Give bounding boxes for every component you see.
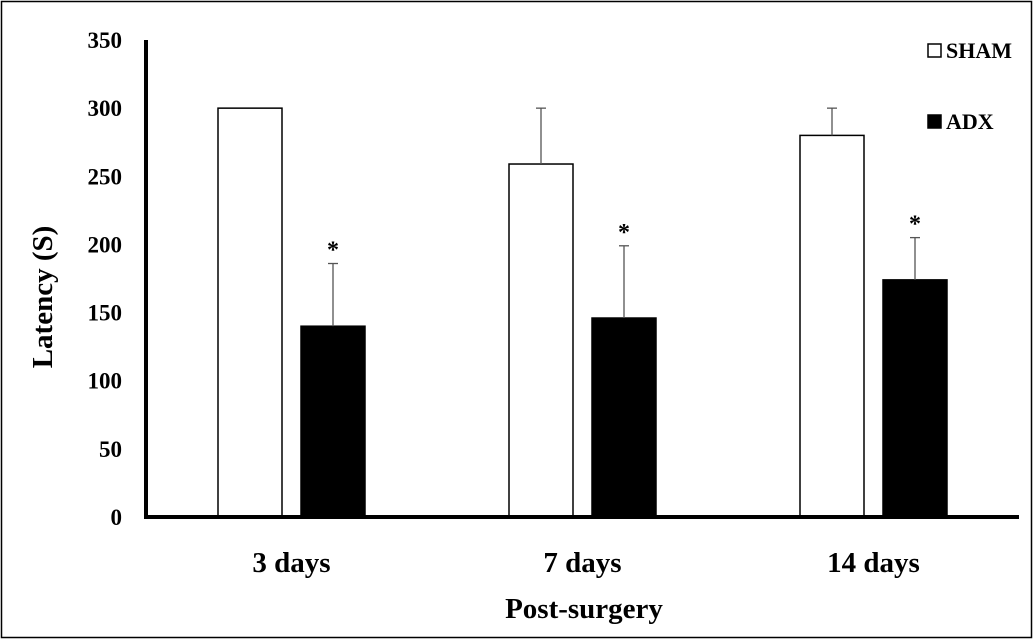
error-bars (328, 107, 920, 327)
y-tick-label: 50 (99, 437, 122, 462)
significance-star: * (909, 212, 921, 238)
x-tick-label: 7 days (543, 547, 621, 579)
bars (217, 107, 948, 518)
legend: SHAM ADX (927, 38, 1012, 134)
x-axis-ticks: 3 days 7 days 14 days (252, 547, 919, 579)
significance-star: * (327, 238, 339, 264)
legend-swatch-sham (927, 43, 942, 58)
y-axis-label: Latency (S) (27, 226, 59, 369)
y-tick-label: 200 (88, 232, 123, 257)
y-axis-ticks: 0 50 100 150 200 250 300 350 (88, 28, 123, 530)
y-tick-label: 150 (88, 301, 123, 326)
bar-adx (300, 325, 366, 518)
y-tick-label: 350 (88, 28, 123, 53)
bar-adx (882, 279, 948, 518)
y-tick-label: 0 (111, 505, 123, 530)
bar-sham (799, 134, 865, 518)
legend-swatch-adx (927, 114, 942, 129)
significance-markers: * * * (327, 212, 921, 264)
y-tick-label: 100 (88, 369, 123, 394)
x-tick-label: 14 days (827, 547, 920, 579)
legend-label-adx: ADX (946, 109, 994, 134)
significance-star: * (618, 220, 630, 246)
legend-label-sham: SHAM (946, 38, 1012, 63)
bar-sham (508, 163, 574, 518)
x-tick-label: 3 days (252, 547, 330, 579)
y-tick-label: 300 (88, 96, 123, 121)
y-tick-label: 250 (88, 164, 123, 189)
bar-sham (217, 107, 283, 518)
bar-adx (591, 317, 657, 518)
x-axis-label: Post-surgery (505, 593, 663, 625)
